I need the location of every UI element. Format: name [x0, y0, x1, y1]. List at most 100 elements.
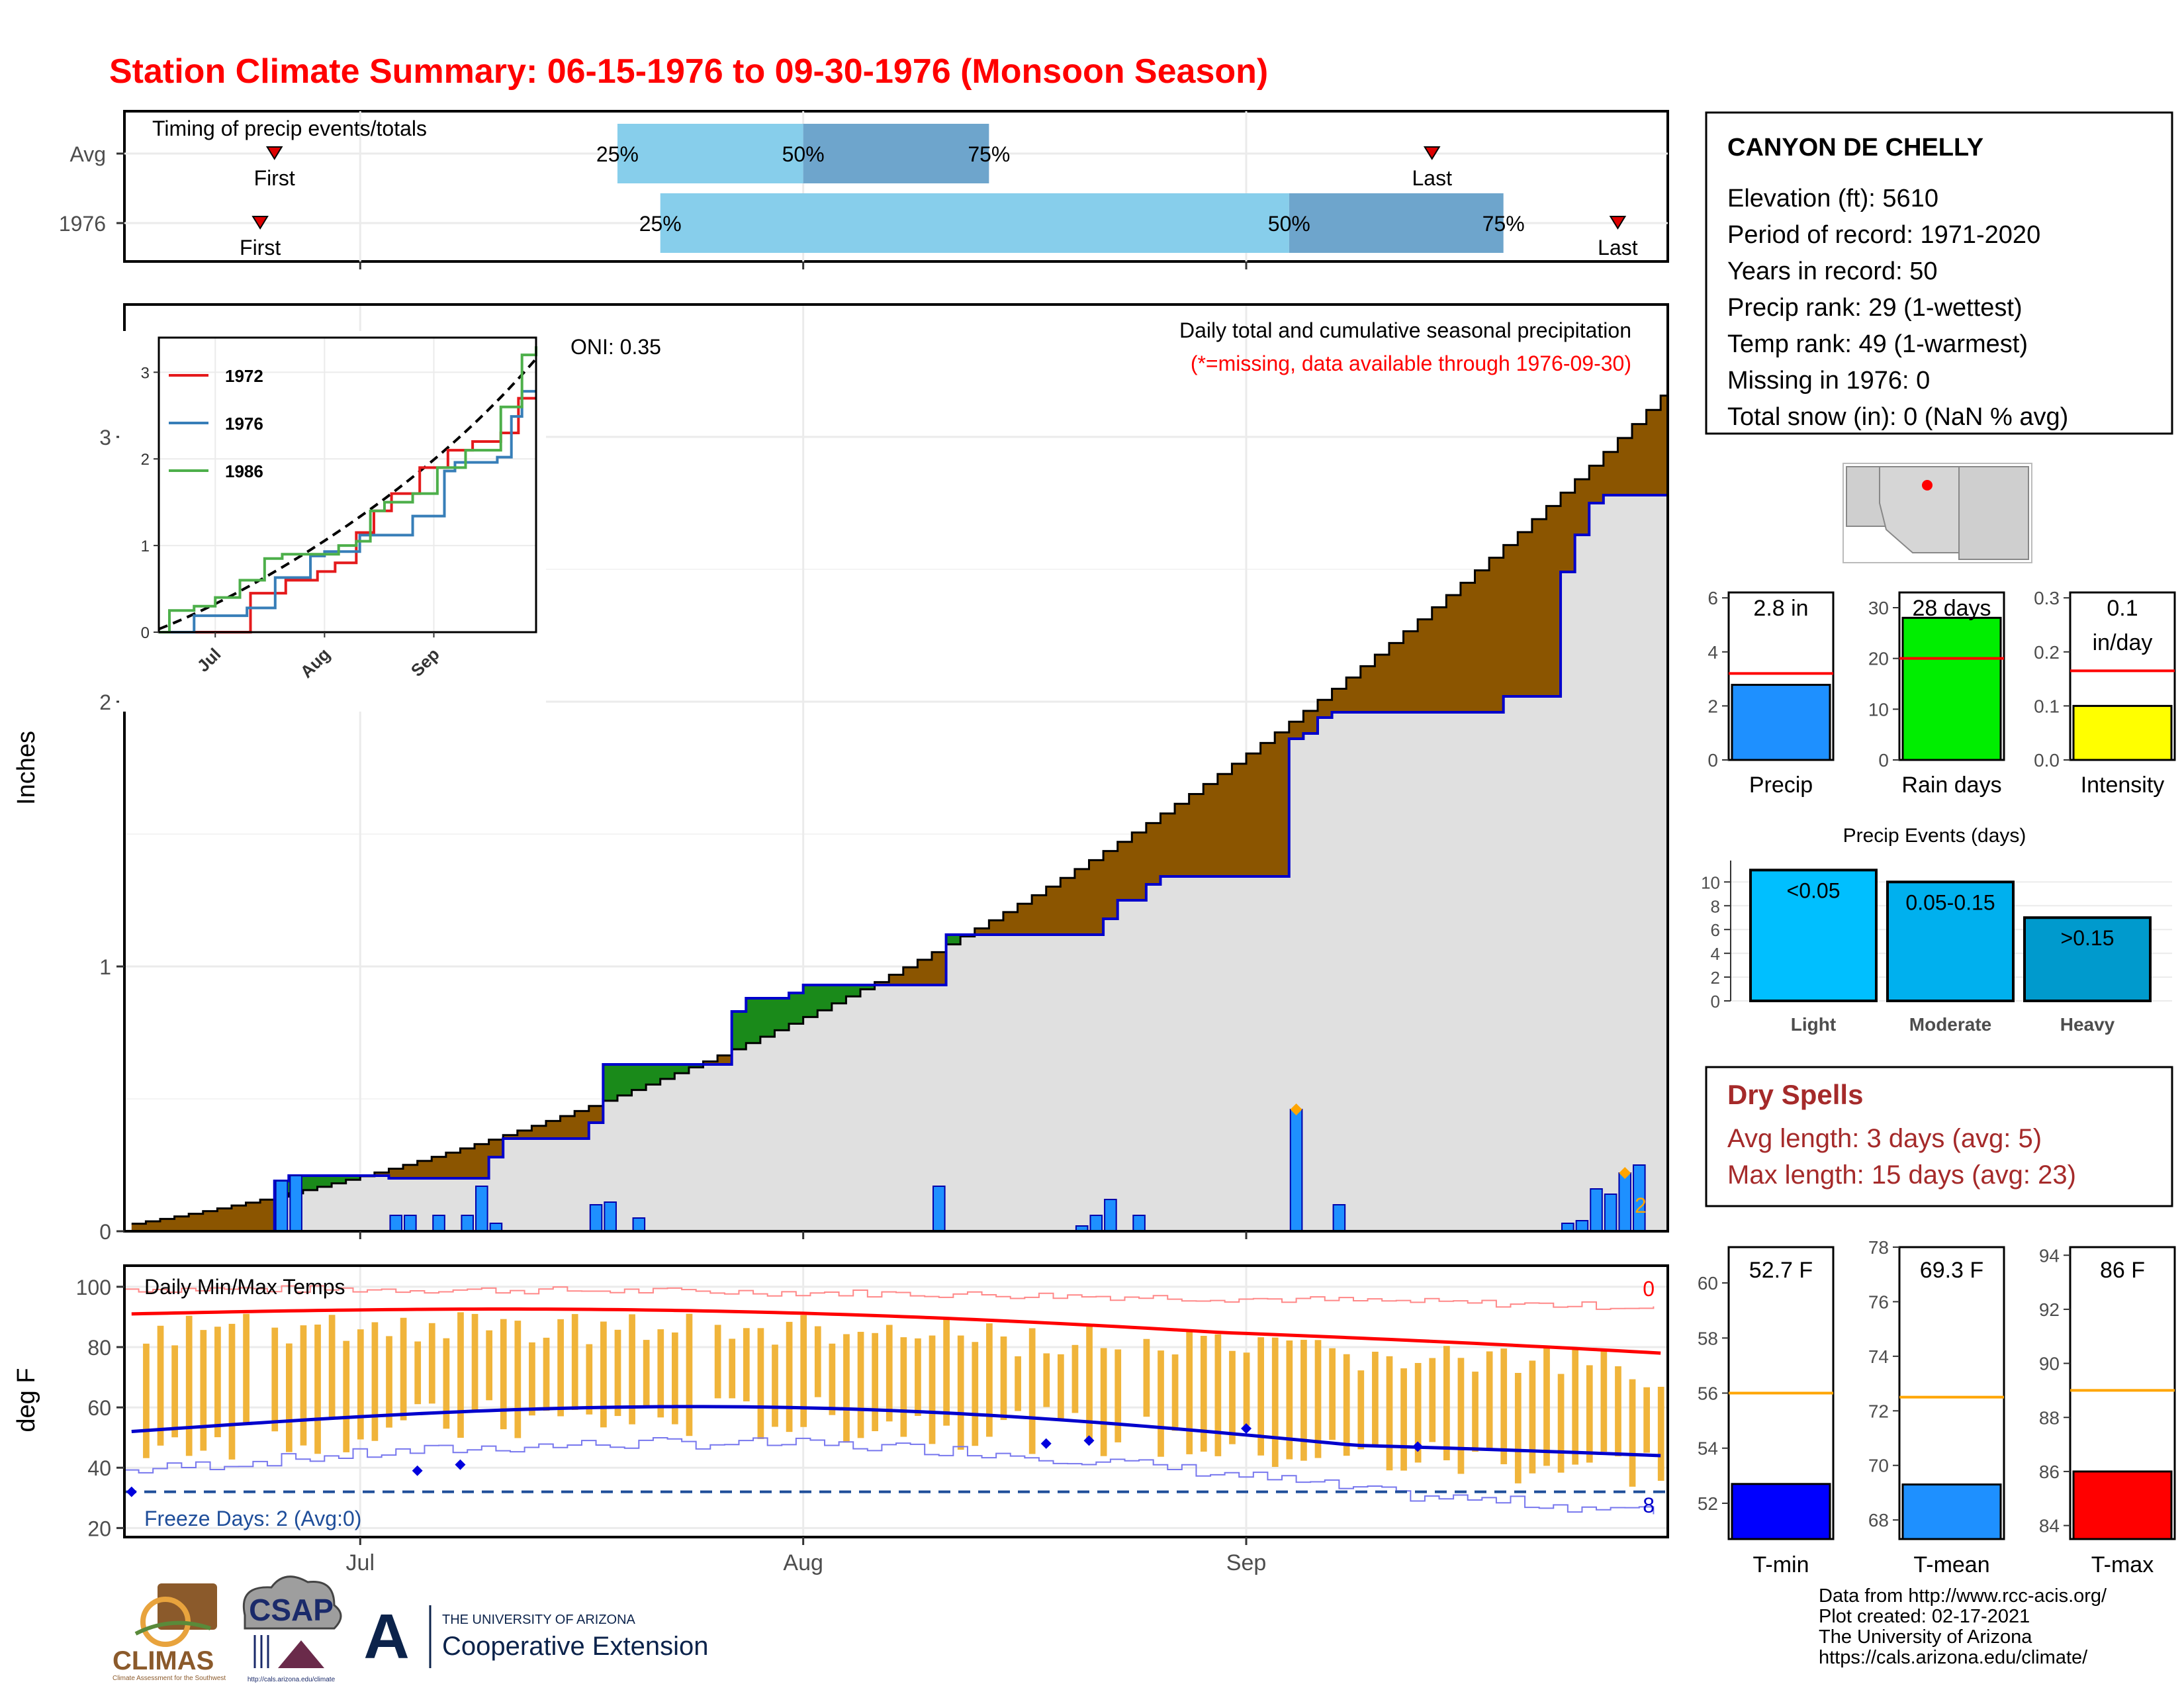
- timing-first-label: First: [240, 236, 281, 259]
- top-event-marker: [1290, 1103, 1302, 1115]
- daily-temp-bar: [1557, 1374, 1565, 1473]
- daily-temp-bar: [843, 1334, 850, 1443]
- daily-temp-bar: [1343, 1354, 1350, 1456]
- timing-label: Timing of precip events/totals: [152, 117, 427, 140]
- daily-temp-bar: [1000, 1336, 1007, 1421]
- daily-temp-bar: [1657, 1386, 1664, 1481]
- temp-summary-ytick-label: 92: [2039, 1299, 2060, 1320]
- daily-temp-bar: [729, 1338, 736, 1399]
- daily-temp-bar: [171, 1345, 178, 1438]
- daily-precip-bar: [432, 1215, 445, 1232]
- map-state-new-mexico: [1958, 466, 2029, 560]
- timing-first-marker: [251, 216, 269, 230]
- dry-spells-line: Max length: 15 days (avg: 23): [1727, 1160, 2076, 1190]
- daily-temp-bar: [1372, 1351, 1379, 1447]
- average-high-line: [131, 1307, 1661, 1355]
- daily-temp-bar: [414, 1341, 422, 1405]
- daily-temp-bar: [972, 1342, 979, 1446]
- daily-temp-bar: [486, 1330, 493, 1401]
- timing-box-q25-q50: [617, 124, 803, 183]
- csap-logo-cloud: [242, 1575, 342, 1630]
- precip-event-range: 0.05-0.15: [1905, 890, 1995, 914]
- daily-precip-bar: [1618, 1172, 1632, 1232]
- daily-temp-bar: [200, 1330, 207, 1451]
- current-cumulative-line: [131, 494, 1668, 1233]
- daily-temp-bar: [1357, 1370, 1365, 1450]
- summary-ytick-label: 2: [1707, 696, 1718, 716]
- daily-temp-bar: [457, 1312, 464, 1438]
- timing-q50-label: 50%: [782, 142, 825, 166]
- daily-precip-bar: [389, 1215, 403, 1232]
- daily-temp-bar: [243, 1313, 250, 1425]
- temp-summary-value: [2072, 1470, 2173, 1540]
- daily-temp-bar: [915, 1338, 921, 1416]
- daily-temp-bar: [357, 1329, 364, 1440]
- temp-ytick-label: 40: [87, 1456, 111, 1480]
- temp-ytick-label: 100: [76, 1276, 111, 1299]
- daily-temp-bar: [228, 1323, 236, 1460]
- summary-ytick-label: 0: [1707, 750, 1718, 771]
- dry-spells: Dry Spells Avg length: 3 days (avg: 5) Max…: [1705, 1066, 2173, 1207]
- credit-line: The University of Arizona: [1819, 1626, 2032, 1648]
- temp-summary-value-label: 69.3 F: [1920, 1258, 1983, 1283]
- inset-average-line: [158, 357, 537, 631]
- inset-series-1986: [159, 346, 537, 633]
- timing-row-label: Avg: [69, 142, 106, 166]
- precip-event-bar: [1749, 868, 1878, 1003]
- record-low-marker: [1040, 1438, 1052, 1449]
- record-low-marker: [1241, 1423, 1252, 1434]
- summary-bar-value: [1731, 684, 1831, 761]
- average-low-line: [131, 1405, 1661, 1458]
- daily-temp-bar: [1286, 1340, 1293, 1460]
- daily-temp-bar: [300, 1325, 307, 1446]
- timing-first-label: First: [254, 166, 295, 190]
- precip-panel: 2 0 1 2 3 Inches Daily total and cumulative se…: [13, 303, 1669, 1244]
- climas-logo-text: CLIMAS: [113, 1646, 214, 1675]
- summary-bar-value: [2072, 704, 2173, 761]
- summary-bar-value-label: 2.8 in: [1753, 596, 1808, 621]
- daily-temp-bar: [943, 1318, 950, 1426]
- daily-temp-bar: [557, 1319, 564, 1417]
- current-cumulative-area: [131, 495, 1668, 1231]
- timing-q25-label: 25%: [639, 212, 682, 236]
- station-info: CANYON DE CHELLY Elevation (ft): 5610 Peri…: [1705, 111, 2173, 435]
- temp-summary-ytick-label: 74: [1868, 1346, 1889, 1367]
- precip-events-ytick-label: 0: [1711, 992, 1720, 1011]
- summary-bar-label: Rain days: [1901, 773, 2001, 798]
- daily-temp-bar: [600, 1321, 607, 1428]
- summary-bar-2: 0.1 in/day 0.0 0.1 0.2 0.3 Intensity: [2034, 588, 2176, 798]
- daily-temp-bar: [1629, 1379, 1636, 1487]
- temp-summary-ytick-label: 54: [1698, 1438, 1718, 1459]
- daily-temp-bar: [1015, 1356, 1021, 1411]
- record-low-marker: [455, 1459, 466, 1470]
- timing-q50-label: 50%: [1268, 212, 1310, 236]
- daily-temp-bar: [157, 1325, 164, 1446]
- precip-events-ytick-label: 2: [1711, 968, 1720, 988]
- daily-temp-bar: [857, 1331, 864, 1438]
- daily-temp-bar: [1158, 1350, 1164, 1457]
- temp-summary-ytick-label: 52: [1698, 1493, 1718, 1514]
- timing-q75-label: 75%: [968, 142, 1010, 166]
- daily-temp-bar: [772, 1344, 778, 1427]
- summary-bar-label: Precip: [1749, 773, 1813, 798]
- hot-days-count: 0: [1643, 1277, 1655, 1301]
- temp-summary-bar-1: 69.3 F 68 70 72 74 76 78 T-mean: [1868, 1237, 2005, 1577]
- daily-temp-bar: [1329, 1348, 1336, 1440]
- daily-temp-bar: [800, 1315, 807, 1427]
- timing-last-marker: [1423, 146, 1441, 160]
- daily-temp-bar: [400, 1317, 407, 1421]
- timing-q25-label: 25%: [596, 142, 639, 166]
- precip-event-bar: [2023, 916, 2152, 1003]
- daily-temp-bar: [1586, 1365, 1593, 1463]
- precip-subtitle: Daily total and cumulative seasonal prec…: [1179, 318, 1631, 342]
- daily-precip-bar: [1590, 1188, 1603, 1232]
- temp-summary-ytick-label: 84: [2039, 1516, 2060, 1536]
- timing-last-label: Last: [1412, 166, 1452, 190]
- csap-logo-text: CSAP: [249, 1593, 334, 1627]
- daily-precip-bar: [289, 1175, 302, 1232]
- temp-summary-ytick-label: 78: [1868, 1237, 1889, 1258]
- dry-spells-line: Avg length: 3 days (avg: 5): [1727, 1124, 2042, 1153]
- precip-events-ytick-label: 4: [1711, 944, 1720, 964]
- credit-line: Data from http://www.rcc-acis.org/: [1819, 1585, 2107, 1607]
- daily-precip-bar: [604, 1201, 617, 1232]
